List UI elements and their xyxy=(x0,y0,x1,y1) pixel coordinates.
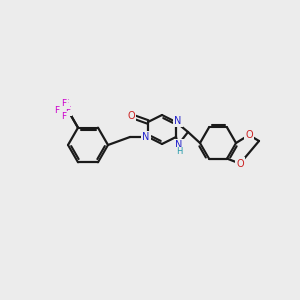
Text: F: F xyxy=(61,99,67,108)
Text: F: F xyxy=(54,106,60,115)
Text: F: F xyxy=(61,112,67,121)
Text: F: F xyxy=(58,105,64,114)
Text: N: N xyxy=(174,116,182,126)
Text: F: F xyxy=(63,99,69,108)
Text: O: O xyxy=(236,159,244,169)
Text: N: N xyxy=(142,132,150,142)
Text: O: O xyxy=(245,130,253,140)
Text: H: H xyxy=(176,148,182,157)
Text: F: F xyxy=(65,106,70,115)
Text: O: O xyxy=(127,111,135,121)
Text: N: N xyxy=(175,140,183,150)
